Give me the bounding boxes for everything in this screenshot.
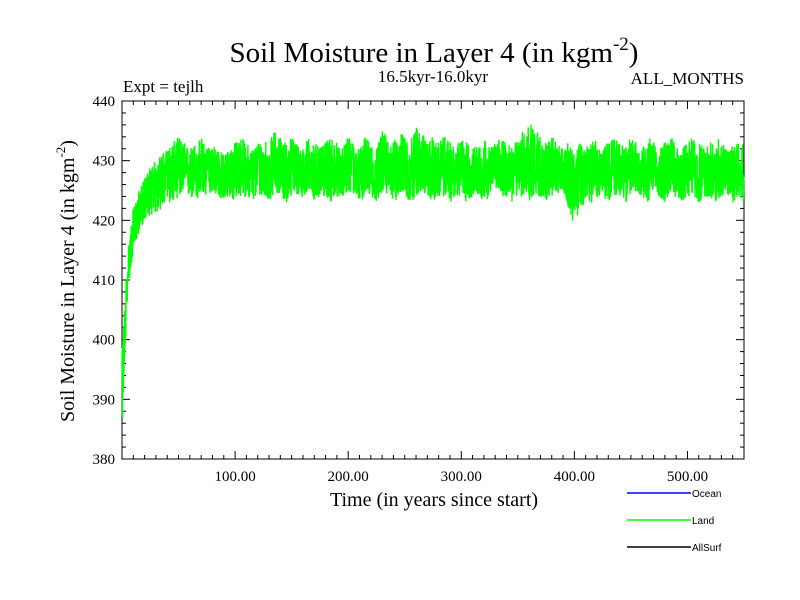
legend-label-allsurf: AllSurf: [692, 543, 722, 554]
y-tick-label: 410: [93, 273, 116, 289]
series-layer: [121, 124, 745, 419]
x-tick-label: 400.00: [554, 469, 595, 485]
y-tick-label: 420: [93, 213, 116, 229]
y-tick-label: 380: [93, 452, 116, 468]
legend-label-ocean: Ocean: [692, 489, 721, 500]
y-tick-label: 390: [93, 392, 116, 408]
legend-label-land: Land: [692, 516, 714, 527]
months-label: ALL_MONTHS: [631, 69, 744, 88]
series-line-land: [121, 124, 745, 419]
x-tick-label: 300.00: [441, 469, 482, 485]
experiment-label: Expt = tejlh: [123, 77, 204, 96]
x-axis-label: Time (in years since start): [330, 489, 538, 511]
chart-title: Soil Moisture in Layer 4 (in kgm-2): [230, 34, 639, 69]
y-tick-label: 430: [93, 154, 116, 170]
tick-labels: 380 390 400 410 420 430 440 100.00 200.00 300.00 4…: [93, 94, 709, 485]
x-tick-label: 500.00: [667, 469, 708, 485]
x-tick-label: 100.00: [214, 469, 255, 485]
y-axis-label: Soil Moisture in Layer 4 (in kgm-2): [53, 140, 79, 422]
y-tick-label: 400: [93, 333, 116, 349]
legend: Ocean Land AllSurf: [627, 489, 722, 554]
x-tick-label: 200.00: [328, 469, 369, 485]
y-tick-label: 440: [93, 94, 116, 110]
period-label: 16.5kyr-16.0kyr: [378, 67, 488, 86]
